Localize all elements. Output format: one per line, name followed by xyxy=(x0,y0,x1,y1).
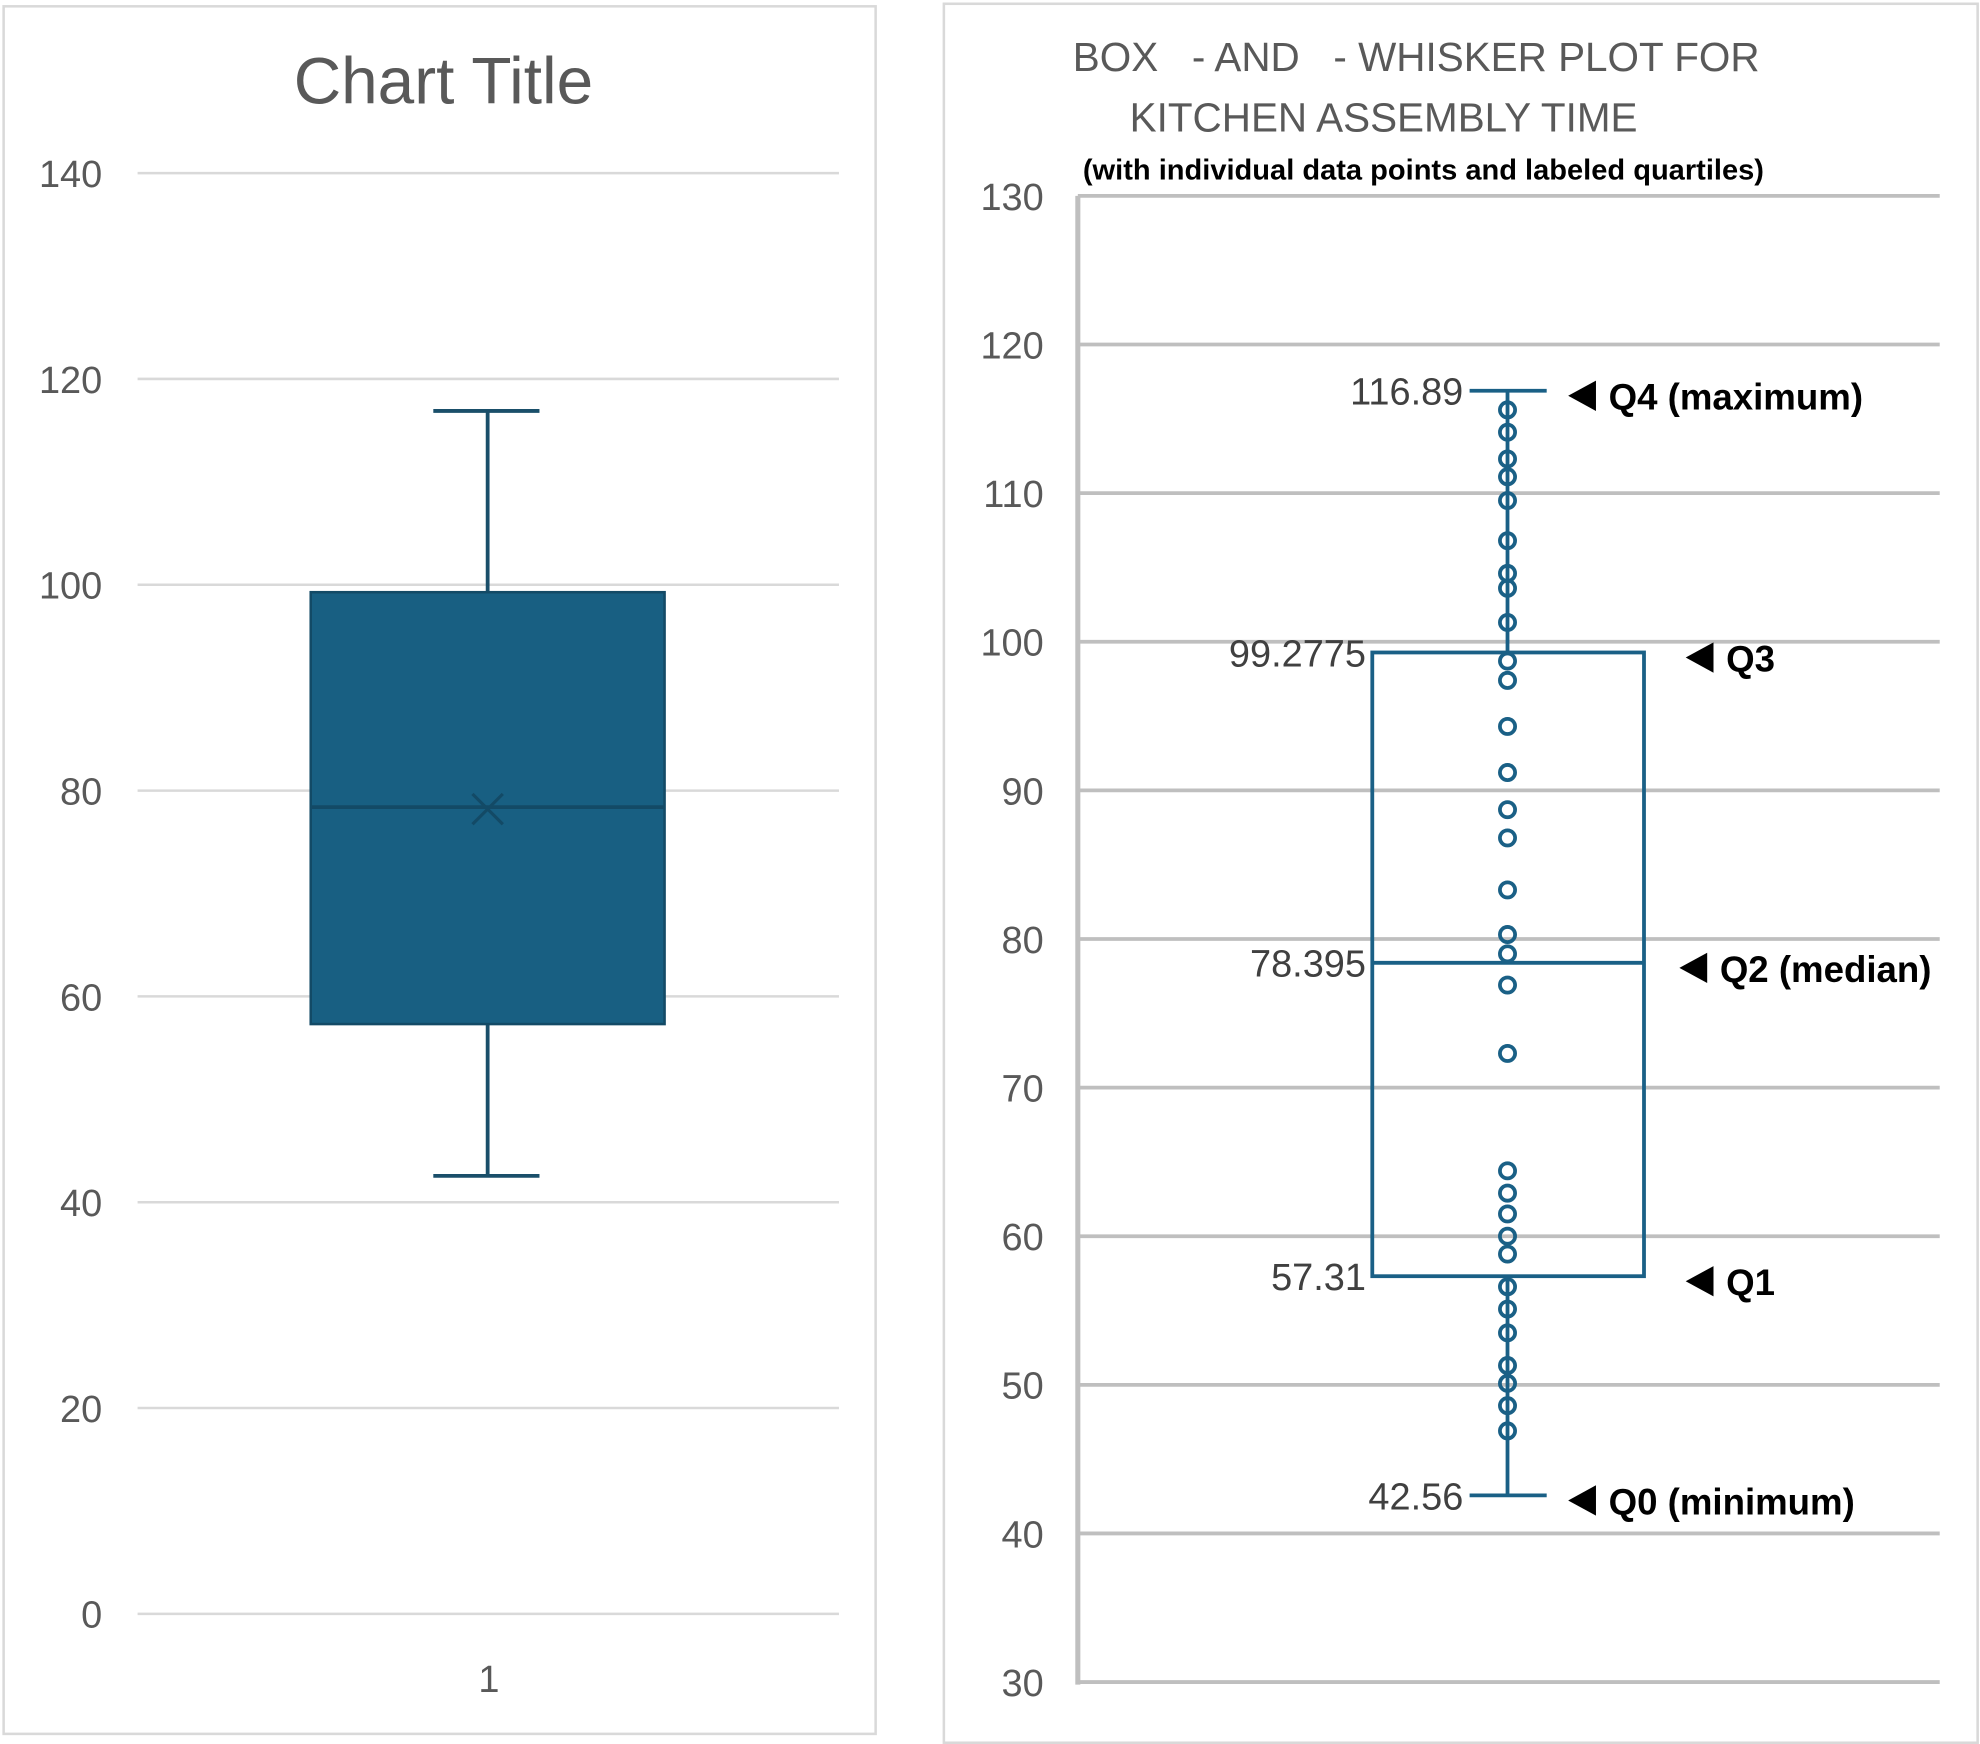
data-point xyxy=(1498,975,1517,995)
data-point xyxy=(1498,944,1517,964)
data-point xyxy=(1498,1226,1517,1246)
data-point xyxy=(1498,467,1517,487)
data-point xyxy=(1498,1183,1517,1203)
data-point xyxy=(1498,422,1517,442)
right-chart-title-line2: KITCHEN ASSEMBLY TIME xyxy=(1130,94,1638,140)
max-annotation: Q4 (maximum) xyxy=(1609,377,1863,418)
data-point xyxy=(1498,531,1517,551)
y-tick-label: 20 xyxy=(60,1389,102,1431)
data-point xyxy=(1498,925,1517,944)
y-tick-label: 60 xyxy=(60,977,102,1019)
y-tick-label: 100 xyxy=(39,566,102,608)
data-point xyxy=(1498,491,1517,511)
arrow-left-icon xyxy=(1685,1266,1714,1297)
data-point xyxy=(1498,1299,1517,1319)
data-point xyxy=(1498,1396,1517,1416)
data-point xyxy=(1498,578,1517,598)
left-x-tick-label: 1 xyxy=(478,1659,499,1701)
data-point xyxy=(1498,1356,1517,1375)
data-point xyxy=(1498,1043,1517,1063)
arrow-left-icon xyxy=(1679,952,1708,984)
data-point xyxy=(1498,651,1517,671)
q1-annotation: Q1 xyxy=(1726,1262,1775,1303)
y-tick-label: 130 xyxy=(980,177,1043,219)
data-point xyxy=(1498,880,1517,900)
left-chart-title: Chart Title xyxy=(294,45,593,118)
min-annotation: Q0 (minimum) xyxy=(1609,1481,1855,1522)
data-point xyxy=(1498,1244,1517,1264)
data-point xyxy=(1498,1277,1517,1297)
data-point xyxy=(1498,763,1517,783)
y-tick-label: 40 xyxy=(1002,1514,1044,1556)
data-point xyxy=(1498,1373,1517,1393)
y-tick-label: 120 xyxy=(39,360,102,402)
y-tick-label: 60 xyxy=(1002,1217,1044,1259)
y-tick-label: 0 xyxy=(81,1595,102,1637)
data-point xyxy=(1498,670,1517,690)
data-point xyxy=(1498,828,1517,848)
data-point xyxy=(1498,563,1517,583)
data-point xyxy=(1498,449,1517,469)
data-point xyxy=(1498,1204,1517,1224)
q3-value-label: 99.2775 xyxy=(1229,633,1366,675)
right-data-points xyxy=(1498,400,1517,1441)
right-y-tick-labels: 30 40 50 60 70 80 90 100 110 120 130 xyxy=(980,177,1043,1705)
y-tick-label: 70 xyxy=(1002,1069,1044,1111)
right-gridlines xyxy=(1077,193,1940,1684)
y-tick-label: 50 xyxy=(1002,1366,1044,1408)
y-tick-label: 100 xyxy=(980,623,1043,665)
arrow-left-icon xyxy=(1685,642,1714,673)
right-chart: BOX - AND - WHISKER PLOT FOR KITCHEN ASS… xyxy=(942,2,1979,1744)
right-chart-subtitle: (with individual data points and labeled… xyxy=(1083,154,1764,186)
median-annotation: Q2 (median) xyxy=(1720,949,1932,990)
max-value-label: 116.89 xyxy=(1350,372,1463,414)
y-tick-label: 80 xyxy=(1002,920,1044,962)
right-chart-title-line1: BOX - AND - WHISKER PLOT FOR xyxy=(1073,34,1760,80)
arrow-left-icon xyxy=(1568,380,1596,411)
y-tick-label: 140 xyxy=(39,154,102,196)
mean-marker-icon xyxy=(471,792,504,826)
y-tick-label: 40 xyxy=(60,1183,102,1225)
data-point xyxy=(1498,1161,1517,1181)
data-point xyxy=(1498,1323,1517,1343)
data-point xyxy=(1498,716,1517,736)
arrow-left-icon xyxy=(1568,1485,1596,1516)
y-tick-label: 30 xyxy=(1002,1663,1044,1705)
y-tick-label: 80 xyxy=(60,771,102,813)
data-point xyxy=(1498,800,1517,820)
q3-annotation: Q3 xyxy=(1726,638,1775,679)
y-tick-label: 120 xyxy=(980,325,1043,367)
min-value-label: 42.56 xyxy=(1368,1476,1463,1518)
data-point xyxy=(1498,1421,1517,1441)
data-point xyxy=(1498,400,1517,420)
data-point xyxy=(1498,612,1517,632)
right-chart-border xyxy=(942,2,1979,1744)
median-value-label: 78.395 xyxy=(1250,944,1366,986)
q1-value-label: 57.31 xyxy=(1271,1257,1366,1299)
left-y-tick-labels: 0 20 40 60 80 100 120 140 xyxy=(39,154,102,1637)
right-quartile-labels: 116.89 Q4 (maximum) 99.2775 Q3 78.395 Q2 (med… xyxy=(1229,372,1932,1523)
left-chart: Chart Title 0 20 40 60 80 100 120 140 1 xyxy=(2,5,877,1736)
y-tick-label: 110 xyxy=(983,474,1043,516)
left-box-plot xyxy=(309,409,666,1178)
y-tick-label: 90 xyxy=(1002,771,1044,813)
